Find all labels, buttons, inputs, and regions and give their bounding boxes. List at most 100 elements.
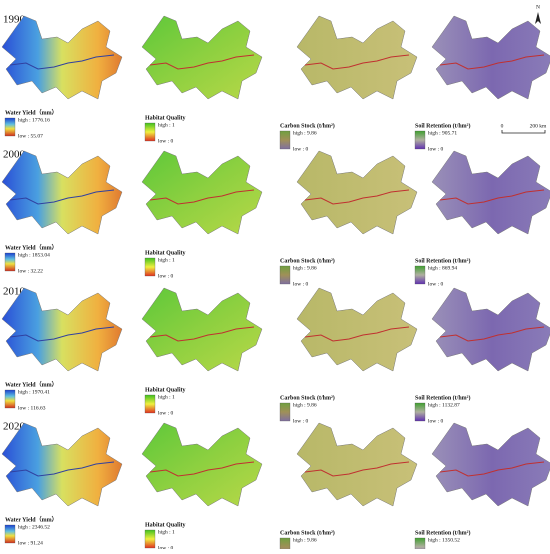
legend-title: Soil Retention (t/hm²): [415, 394, 470, 401]
legend-high: high : 9.86: [293, 265, 317, 271]
legend-low: low : 0: [293, 146, 309, 152]
legend-title: Water Yield（mm）: [5, 515, 58, 523]
legend-title: Habitat Quality: [145, 250, 186, 256]
legend-low: low : 0: [293, 281, 309, 287]
legend-title: Habitat Quality: [145, 387, 186, 393]
north-label: N: [536, 4, 540, 10]
map-panel: [431, 422, 550, 507]
region-map: [1, 422, 123, 507]
legend-high: high : 9.86: [293, 130, 317, 136]
scale-end: 200 km: [530, 123, 547, 129]
legend-low: low : 116.63: [18, 405, 46, 411]
map-panel: [1, 150, 123, 235]
legend-ramp: [279, 402, 291, 422]
legend-ramp: [4, 117, 16, 137]
map-panel: [296, 422, 418, 507]
region-map: [1, 287, 123, 372]
river: [304, 189, 410, 205]
legend-title: Soil Retention (t/hm²): [415, 257, 470, 264]
legend-title: Carbon Stock (t/hm²): [280, 529, 335, 536]
region-map: [1, 15, 123, 100]
river: [9, 326, 115, 342]
map-panel: [431, 150, 550, 235]
map-panel: [431, 287, 550, 372]
region-map: [431, 287, 550, 372]
legend-high: high : 2346.52: [18, 524, 50, 530]
legend-title: Habitat Quality: [145, 522, 186, 528]
map-panel: [1, 422, 123, 507]
river: [304, 54, 410, 70]
region-map: [431, 422, 550, 507]
legend-ramp: [414, 402, 426, 422]
legend-ramp: [144, 122, 156, 142]
river: [9, 189, 115, 205]
legend-title: Habitat Quality: [145, 115, 186, 121]
region-map: [141, 422, 263, 507]
legend-title: Water Yield（mm）: [5, 243, 58, 251]
region-map: [431, 15, 550, 100]
legend-low: low : 0: [158, 410, 174, 416]
river: [304, 461, 410, 477]
legend-title: Carbon Stock (t/hm²): [280, 122, 335, 129]
river: [9, 54, 115, 70]
scale-start: 0: [501, 123, 504, 129]
legend-high: high : 1: [158, 394, 175, 400]
legend-low: low : 32.22: [18, 268, 43, 274]
region-map: [141, 287, 263, 372]
legend-ramp: [414, 130, 426, 150]
map-panel: [141, 287, 263, 372]
scale-bar: 0 200 km: [501, 123, 547, 134]
legend-high: high : 1: [158, 257, 175, 263]
legend-ramp: [279, 537, 291, 554]
region-map: [296, 15, 418, 100]
river: [149, 461, 255, 477]
legend-title: Water Yield（mm）: [5, 108, 58, 116]
legend-high: high : 9.86: [293, 537, 317, 543]
region-map: [141, 150, 263, 235]
region-map: [296, 287, 418, 372]
legend-low: low : 0: [158, 273, 174, 279]
legend-high: high : 1132.87: [428, 402, 460, 408]
legend-high: high : 9.86: [293, 402, 317, 408]
map-panel: [1, 287, 123, 372]
map-panel: [296, 15, 418, 100]
legend-title: Soil Retention (t/hm²): [415, 529, 470, 536]
legend-high: high : 1: [158, 122, 175, 128]
legend-ramp: [4, 252, 16, 272]
legend-ramp: [144, 257, 156, 277]
river: [304, 326, 410, 342]
legend-high: high : 1350.52: [428, 537, 460, 543]
region-map: [141, 15, 263, 100]
river: [149, 54, 255, 70]
legend-ramp: [144, 529, 156, 549]
legend-low: low : 0: [428, 146, 444, 152]
river: [9, 461, 115, 477]
region-map: [296, 422, 418, 507]
river: [149, 326, 255, 342]
map-panel: [141, 150, 263, 235]
map-panel: [296, 287, 418, 372]
legend-title: Carbon Stock (t/hm²): [280, 257, 335, 264]
legend-title: Carbon Stock (t/hm²): [280, 394, 335, 401]
legend-ramp: [144, 394, 156, 414]
legend-high: high : 1: [158, 529, 175, 535]
legend-high: high : 1776.16: [18, 117, 50, 123]
map-panel: [296, 150, 418, 235]
legend-ramp: [279, 130, 291, 150]
map-panel: [141, 15, 263, 100]
legend-low: low : 55.07: [18, 133, 43, 139]
legend-ramp: [4, 524, 16, 544]
north-arrow: N: [535, 4, 541, 24]
legend-low: low : 0: [158, 138, 174, 144]
river: [439, 189, 545, 205]
legend-high: high : 1970.41: [18, 389, 50, 395]
legend-high: high : 869.94: [428, 265, 457, 271]
legend-ramp: [414, 265, 426, 285]
map-panel: [1, 15, 123, 100]
river: [149, 189, 255, 205]
legend-low: low : 0: [293, 418, 309, 424]
legend-high: high : 905.71: [428, 130, 457, 136]
region-map: [431, 150, 550, 235]
river: [439, 54, 545, 70]
